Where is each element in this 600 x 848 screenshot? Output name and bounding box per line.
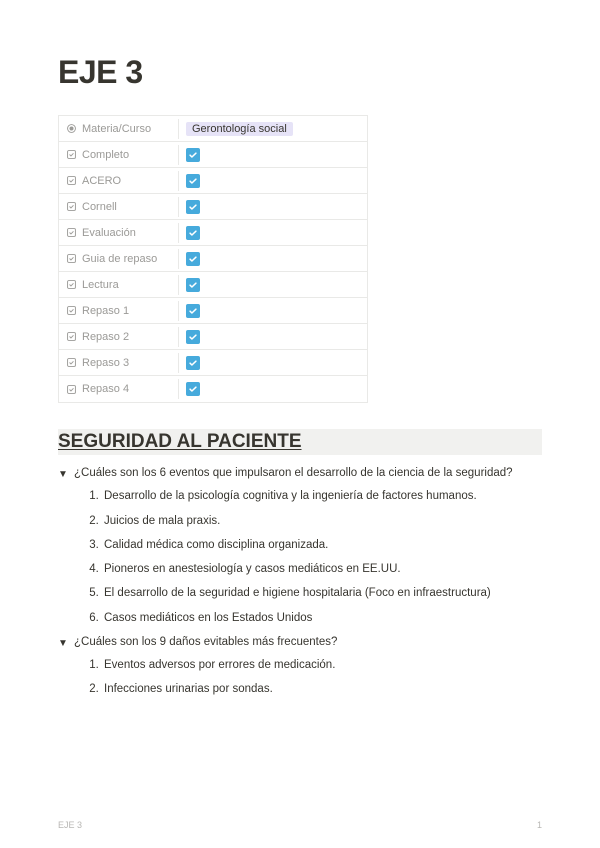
footer-title: EJE 3 bbox=[58, 820, 82, 830]
checkbox-property-icon bbox=[66, 253, 77, 264]
chevron-down-icon: ▼ bbox=[58, 634, 70, 651]
property-label-text: ACERO bbox=[82, 175, 121, 187]
checkbox-property-icon bbox=[66, 305, 77, 316]
checkbox-property-icon bbox=[66, 331, 77, 342]
checkbox-checked[interactable] bbox=[186, 382, 200, 396]
list-item: Casos mediáticos en los Estados Unidos bbox=[102, 610, 542, 627]
property-label-text: Cornell bbox=[82, 201, 117, 213]
page-title: EJE 3 bbox=[58, 54, 542, 91]
checkbox-checked[interactable] bbox=[186, 252, 200, 266]
property-row-check: Evaluación bbox=[59, 220, 367, 246]
checkbox-checked[interactable] bbox=[186, 148, 200, 162]
property-value bbox=[179, 249, 367, 269]
property-label-text: Lectura bbox=[82, 279, 119, 291]
checkbox-checked[interactable] bbox=[186, 356, 200, 370]
checkbox-property-icon bbox=[66, 149, 77, 160]
property-row-check: Cornell bbox=[59, 194, 367, 220]
checkbox-checked[interactable] bbox=[186, 304, 200, 318]
property-row-check: Repaso 3 bbox=[59, 350, 367, 376]
chevron-down-icon: ▼ bbox=[58, 465, 70, 482]
properties-table: Materia/Curso Gerontología social Comple… bbox=[58, 115, 368, 403]
property-label-text: Guia de repaso bbox=[82, 253, 157, 265]
property-row-check: ACERO bbox=[59, 168, 367, 194]
checkbox-checked[interactable] bbox=[186, 174, 200, 188]
property-label: Repaso 1 bbox=[59, 301, 179, 321]
property-value bbox=[179, 145, 367, 165]
property-label-text: Evaluación bbox=[82, 227, 136, 239]
checkbox-checked[interactable] bbox=[186, 200, 200, 214]
list-item: Calidad médica como disciplina organizad… bbox=[102, 537, 542, 554]
property-row-check: Lectura bbox=[59, 272, 367, 298]
property-label: Repaso 4 bbox=[59, 379, 179, 399]
property-label-text: Repaso 4 bbox=[82, 383, 129, 395]
checkbox-property-icon bbox=[66, 384, 77, 395]
checkbox-property-icon bbox=[66, 227, 77, 238]
toggle-question: ¿Cuáles son los 9 daños evitables más fr… bbox=[74, 634, 542, 651]
property-value bbox=[179, 379, 367, 399]
list-item: Juicios de mala praxis. bbox=[102, 513, 542, 530]
section-heading: SEGURIDAD AL PACIENTE bbox=[58, 429, 542, 455]
checkbox-checked[interactable] bbox=[186, 278, 200, 292]
footer-page-number: 1 bbox=[537, 820, 542, 830]
property-value bbox=[179, 197, 367, 217]
ordered-list-2: Eventos adversos por errores de medicaci… bbox=[58, 657, 542, 699]
checkbox-checked[interactable] bbox=[186, 330, 200, 344]
list-item: El desarrollo de la seguridad e higiene … bbox=[102, 585, 542, 602]
property-label: Cornell bbox=[59, 197, 179, 217]
target-icon bbox=[66, 123, 77, 134]
property-label: ACERO bbox=[59, 171, 179, 191]
checkbox-property-icon bbox=[66, 357, 77, 368]
toggle-block-1[interactable]: ▼ ¿Cuáles son los 6 eventos que impulsar… bbox=[58, 465, 542, 482]
page-root: EJE 3 Materia/Curso Gerontología social … bbox=[0, 0, 600, 848]
property-row-check: Repaso 4 bbox=[59, 376, 367, 402]
property-label: Repaso 2 bbox=[59, 327, 179, 347]
list-item: Eventos adversos por errores de medicaci… bbox=[102, 657, 542, 674]
checkbox-property-icon bbox=[66, 175, 77, 186]
property-row-course: Materia/Curso Gerontología social bbox=[59, 116, 367, 142]
list-item: Pioneros en anestesiología y casos mediá… bbox=[102, 561, 542, 578]
property-label-text: Repaso 2 bbox=[82, 331, 129, 343]
toggle-question: ¿Cuáles son los 6 eventos que impulsaron… bbox=[74, 465, 542, 482]
checkbox-property-icon bbox=[66, 279, 77, 290]
checkbox-property-icon bbox=[66, 201, 77, 212]
property-label-text: Materia/Curso bbox=[82, 123, 151, 135]
property-label-text: Completo bbox=[82, 149, 129, 161]
checkbox-checked[interactable] bbox=[186, 226, 200, 240]
property-value bbox=[179, 353, 367, 373]
property-label-text: Repaso 1 bbox=[82, 305, 129, 317]
property-value bbox=[179, 301, 367, 321]
property-value bbox=[179, 223, 367, 243]
property-label: Repaso 3 bbox=[59, 353, 179, 373]
property-label: Evaluación bbox=[59, 223, 179, 243]
property-value bbox=[179, 171, 367, 191]
property-value bbox=[179, 327, 367, 347]
course-tag[interactable]: Gerontología social bbox=[186, 122, 293, 136]
property-label: Guia de repaso bbox=[59, 249, 179, 269]
toggle-block-2[interactable]: ▼ ¿Cuáles son los 9 daños evitables más … bbox=[58, 634, 542, 651]
property-label: Lectura bbox=[59, 275, 179, 295]
list-item: Desarrollo de la psicología cognitiva y … bbox=[102, 488, 542, 505]
property-row-check: Repaso 2 bbox=[59, 324, 367, 350]
list-item: Infecciones urinarias por sondas. bbox=[102, 681, 542, 698]
property-value bbox=[179, 275, 367, 295]
page-footer: EJE 3 1 bbox=[58, 820, 542, 830]
property-row-check: Repaso 1 bbox=[59, 298, 367, 324]
property-label-text: Repaso 3 bbox=[82, 357, 129, 369]
ordered-list-1: Desarrollo de la psicología cognitiva y … bbox=[58, 488, 542, 627]
property-label: Completo bbox=[59, 145, 179, 165]
property-label: Materia/Curso bbox=[59, 119, 179, 139]
property-value: Gerontología social bbox=[179, 119, 367, 139]
property-row-check: Guia de repaso bbox=[59, 246, 367, 272]
property-row-check: Completo bbox=[59, 142, 367, 168]
